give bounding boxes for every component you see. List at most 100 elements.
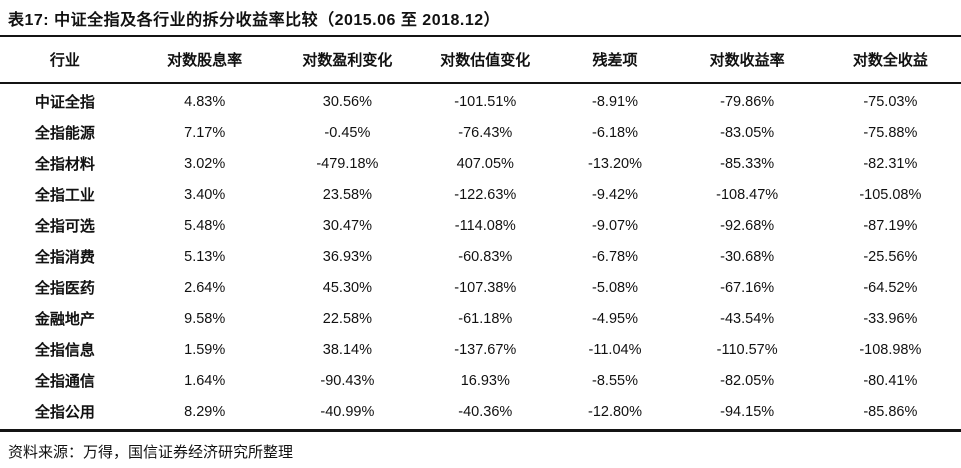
value-cell: 30.56%	[322, 93, 372, 110]
header-row: 行业 对数股息率 对数盈利变化 对数估值变化 残差项 对数收益率 对数全收益	[0, 37, 961, 84]
table-row: 全指通信 1.64% -90.43% 16.93% -8.55% -82.05% -80.4…	[0, 365, 961, 396]
value-cell: -82.05%	[720, 372, 775, 389]
table-row: 全指材料 3.02% -479.18% 407.05% -13.20% -85.33% -8…	[0, 148, 961, 179]
returns-decomposition-table: 行业 对数股息率 对数盈利变化 对数估值变化 残差项 对数收益率 对数全收益 中证全指 4.8…	[0, 37, 961, 429]
value-cell: -92.68%	[720, 217, 775, 234]
title-divider	[0, 35, 961, 37]
column-header: 对数全收益	[819, 37, 961, 84]
value-cell: 38.14%	[322, 341, 372, 358]
value-cell: -8.91%	[592, 93, 638, 110]
value-cell: -43.54%	[720, 310, 775, 327]
value-cell: -85.86%	[863, 403, 918, 420]
industry-cell: 全指能源	[34, 125, 95, 142]
value-cell: -90.43%	[320, 372, 375, 389]
table-row: 金融地产 9.58% 22.58% -61.18% -4.95% -43.54% -33.9…	[0, 303, 961, 334]
value-cell: -33.96%	[863, 310, 918, 327]
value-cell: -83.05%	[720, 124, 775, 141]
value-cell: -87.19%	[863, 217, 918, 234]
industry-cell: 全指消费	[34, 249, 95, 266]
value-cell: -11.04%	[588, 341, 642, 358]
industry-cell: 金融地产	[34, 311, 95, 328]
table-row: 全指公用 8.29% -40.99% -40.36% -12.80% -94.15% -85…	[0, 396, 961, 429]
value-cell: -82.31%	[863, 155, 918, 172]
value-cell: -101.51%	[454, 93, 517, 110]
value-cell: -60.83%	[458, 248, 513, 265]
value-cell: 5.48%	[184, 217, 226, 234]
value-cell: 16.93%	[460, 372, 510, 389]
industry-cell: 全指材料	[34, 156, 95, 173]
table-row: 全指信息 1.59% 38.14% -137.67% -11.04% -110.57% -1…	[0, 334, 961, 365]
value-cell: -85.33%	[720, 155, 775, 172]
table-row: 全指医药 2.64% 45.30% -107.38% -5.08% -67.16% -64.…	[0, 272, 961, 303]
table-row: 全指工业 3.40% 23.58% -122.63% -9.42% -108.47% -10…	[0, 179, 961, 210]
value-cell: -75.88%	[863, 124, 918, 141]
value-cell: 45.30%	[322, 279, 372, 296]
value-cell: -6.78%	[592, 248, 638, 265]
value-cell: -61.18%	[458, 310, 513, 327]
value-cell: -5.08%	[592, 279, 638, 296]
value-cell: 8.29%	[184, 403, 226, 420]
value-cell: 1.59%	[184, 341, 226, 358]
value-cell: -108.98%	[859, 341, 922, 358]
table-row: 全指消费 5.13% 36.93% -60.83% -6.78% -30.68% -25.5…	[0, 241, 961, 272]
value-cell: 3.02%	[184, 155, 226, 172]
value-cell: -8.55%	[592, 372, 638, 389]
value-cell: 4.83%	[184, 93, 226, 110]
column-header: 对数估值变化	[415, 37, 556, 84]
value-cell: -76.43%	[458, 124, 513, 141]
value-cell: -25.56%	[863, 248, 918, 265]
value-cell: 5.13%	[184, 248, 226, 265]
value-cell: 407.05%	[456, 155, 514, 172]
value-cell: -12.80%	[588, 403, 643, 420]
value-cell: 36.93%	[322, 248, 372, 265]
value-cell: -80.41%	[863, 372, 918, 389]
value-cell: -105.08%	[859, 186, 922, 203]
value-cell: -479.18%	[316, 155, 379, 172]
industry-cell: 中证全指	[34, 94, 95, 111]
industry-cell: 全指公用	[34, 404, 95, 421]
column-header: 对数收益率	[674, 37, 820, 84]
value-cell: -9.42%	[592, 186, 638, 203]
source-note: 资料来源：万得，国信证券经济研究所整理	[8, 444, 294, 461]
industry-cell: 全指工业	[34, 187, 95, 204]
value-cell: -122.63%	[454, 186, 517, 203]
column-header: 残差项	[555, 37, 675, 84]
value-cell: -64.52%	[863, 279, 918, 296]
value-cell: 7.17%	[184, 124, 226, 141]
value-cell: 2.64%	[184, 279, 226, 296]
value-cell: -94.15%	[720, 403, 775, 420]
table-header: 行业 对数股息率 对数盈利变化 对数估值变化 残差项 对数收益率 对数全收益	[0, 37, 961, 84]
table-body: 中证全指 4.83% 30.56% -101.51% -8.91% -79.86% -75.…	[0, 83, 961, 429]
value-cell: 22.58%	[322, 310, 372, 327]
value-cell: 3.40%	[184, 186, 226, 203]
industry-cell: 全指医药	[34, 280, 95, 297]
industry-cell: 全指可选	[34, 218, 95, 235]
table-row: 全指能源 7.17% -0.45% -76.43% -6.18% -83.05% -75.8…	[0, 117, 961, 148]
value-cell: -75.03%	[863, 93, 918, 110]
value-cell: -9.07%	[592, 217, 638, 234]
column-header: 对数股息率	[129, 37, 280, 84]
value-cell: -79.86%	[720, 93, 775, 110]
table-title: 表17: 中证全指及各行业的拆分收益率比较（2015.06 至 2018.12）	[8, 12, 501, 29]
column-header: 行业	[0, 37, 130, 84]
industry-cell: 全指信息	[34, 342, 95, 359]
table-row: 全指可选 5.48% 30.47% -114.08% -9.07% -92.68% -87.…	[0, 210, 961, 241]
value-cell: 30.47%	[322, 217, 372, 234]
value-cell: 9.58%	[184, 310, 226, 327]
value-cell: -107.38%	[454, 279, 517, 296]
value-cell: -40.99%	[320, 403, 375, 420]
value-cell: 23.58%	[322, 186, 372, 203]
value-cell: -0.45%	[324, 124, 371, 141]
column-header: 对数盈利变化	[279, 37, 416, 84]
table-bottom-divider	[0, 429, 961, 432]
value-cell: -137.67%	[454, 341, 517, 358]
value-cell: -13.20%	[588, 155, 643, 172]
industry-cell: 全指通信	[34, 373, 95, 390]
value-cell: -108.47%	[716, 186, 779, 203]
value-cell: -114.08%	[454, 217, 516, 234]
value-cell: 1.64%	[184, 372, 226, 389]
value-cell: -67.16%	[720, 279, 775, 296]
value-cell: -4.95%	[592, 310, 638, 327]
value-cell: -40.36%	[458, 403, 513, 420]
